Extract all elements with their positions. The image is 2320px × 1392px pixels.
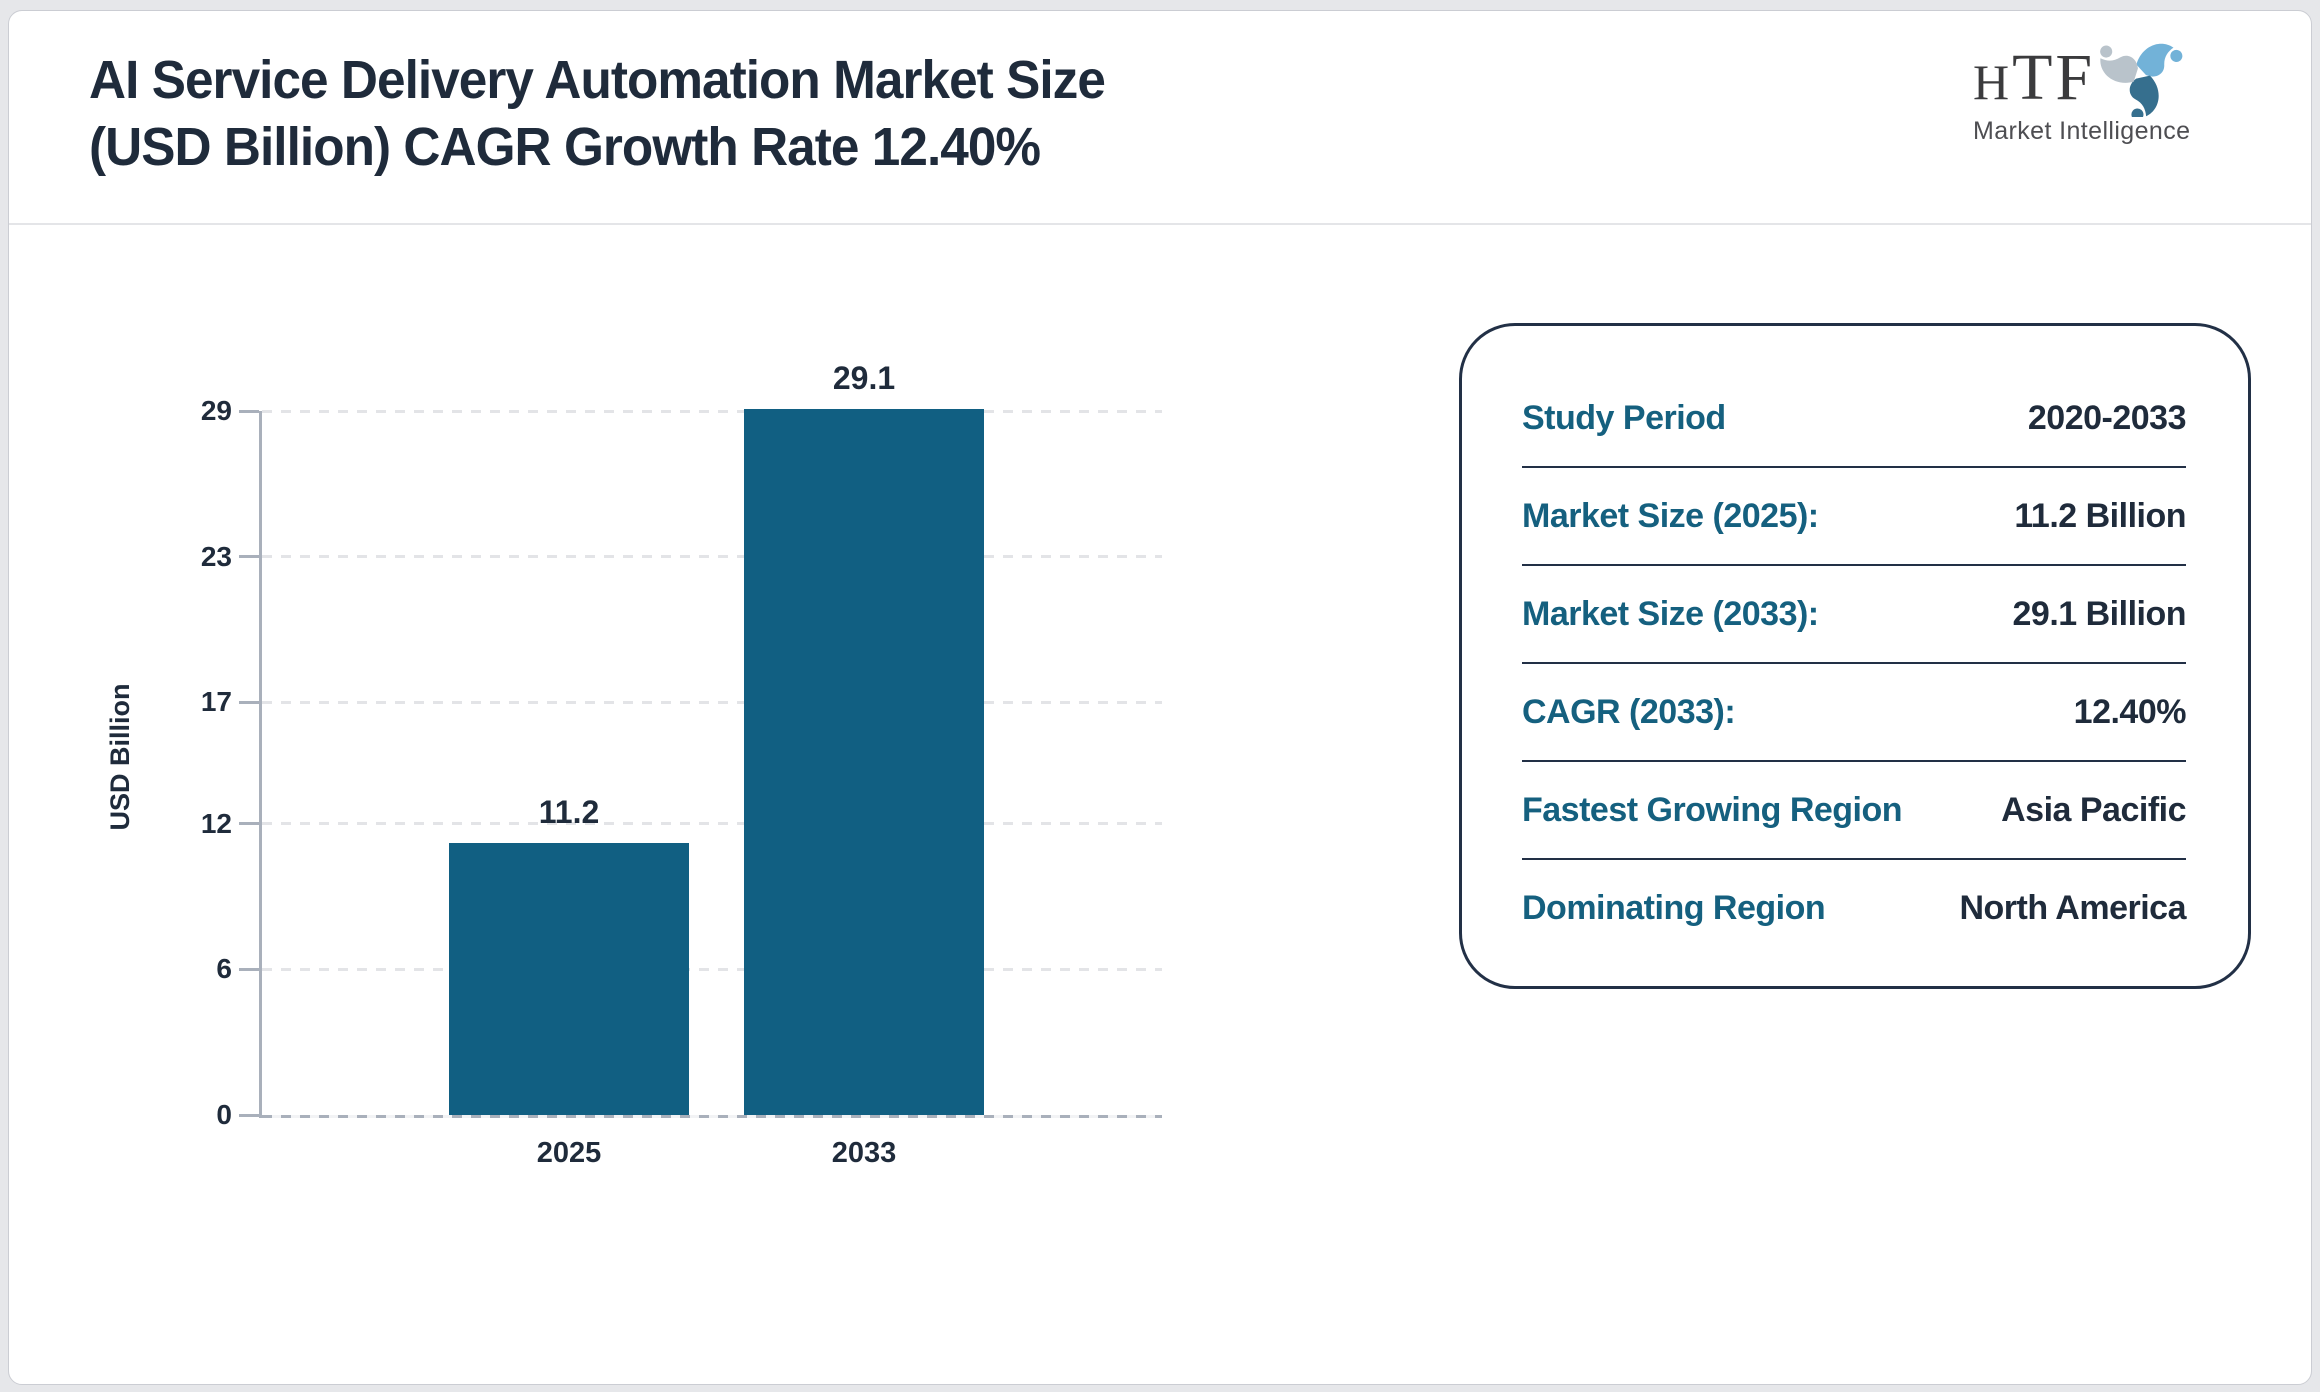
htf-logo: HTF [1973, 39, 2233, 146]
y-tick-mark-29 [239, 409, 259, 413]
y-tick-mark-17 [239, 700, 259, 704]
stat-label: Market Size (2033): [1522, 594, 1819, 633]
stat-row-market-size-2033: Market Size (2033): 29.1 Billion [1522, 566, 2186, 664]
stat-row-dominating-region: Dominating Region North America [1522, 860, 2186, 956]
y-tick-mark-6 [239, 967, 259, 971]
plot-area: 0 6 12 17 23 29 11.2 2025 29.1 2033 [201, 360, 1162, 1169]
htf-logo-text-tf: TF [2012, 41, 2096, 114]
htf-logo-text-h: H [1973, 54, 2013, 110]
bar-value-label-2033: 29.1 [832, 359, 896, 396]
report-card: AI Service Delivery Automation Market Si… [8, 10, 2312, 1385]
y-tick-mark-0 [239, 1113, 259, 1117]
y-tick-label-29: 29 [200, 395, 232, 426]
stat-row-study-period: Study Period 2020-2033 [1522, 370, 2187, 468]
gridline-y-6 [262, 967, 1162, 971]
x-tick-label-2033: 2033 [831, 1137, 897, 1169]
stat-value: 12.40% [2073, 692, 2187, 731]
stat-row-fastest-growing-region: Fastest Growing Region Asia Pacific [1522, 762, 2186, 860]
stat-row-cagr: CAGR (2033): 12.40% [1522, 664, 2187, 762]
page-title: AI Service Delivery Automation Market Si… [89, 47, 1106, 181]
bar-2025 [449, 843, 689, 1115]
stat-label: Fastest Growing Region [1522, 790, 1903, 829]
stat-label: Market Size (2025): [1522, 496, 1819, 535]
x-tick-label-2025: 2025 [536, 1137, 602, 1169]
y-tick-mark-23 [239, 555, 259, 559]
y-tick-label-12: 12 [200, 807, 232, 839]
htf-logo-text: HTF [1973, 45, 2095, 111]
stat-value: 2020-2033 [2027, 398, 2187, 437]
stat-value: 11.2 Billion [2014, 496, 2186, 535]
bar-value-label-2025: 11.2 [538, 794, 600, 831]
key-stats-panel: Study Period 2020-2033 Market Size (2025… [1459, 323, 2251, 989]
stat-label: Study Period [1522, 398, 1726, 437]
gridline-y-23 [262, 555, 1162, 559]
stat-value: Asia Pacific [2001, 790, 2186, 829]
y-tick-label-6: 6 [216, 953, 232, 985]
stat-row-market-size-2025: Market Size (2025): 11.2 Billion [1522, 468, 2186, 566]
htf-logo-subtext: Market Intelligence [1973, 117, 2191, 145]
y-tick-label-17: 17 [200, 686, 232, 718]
y-tick-label-23: 23 [200, 540, 232, 572]
stat-label: Dominating Region [1522, 888, 1826, 927]
gridline-y-29 [262, 409, 1162, 413]
gridline-y-12 [262, 822, 1162, 826]
htf-logo-row: HTF [1973, 39, 2233, 117]
page-title-line1: AI Service Delivery Automation Market Si… [89, 50, 1106, 110]
y-axis-title-text: USD Billion [105, 683, 135, 831]
bar-2033 [744, 408, 984, 1115]
y-tick-mark-12 [239, 822, 259, 826]
header: AI Service Delivery Automation Market Si… [9, 11, 2311, 225]
stat-value: North America [1959, 888, 2186, 927]
stat-label: CAGR (2033): [1522, 692, 1736, 731]
page-title-line2: (USD Billion) CAGR Growth Rate 12.40% [89, 117, 1041, 177]
y-tick-label-0: 0 [216, 1099, 232, 1130]
stat-value: 29.1 Billion [2012, 594, 2187, 633]
htf-swirl-icon [2100, 43, 2183, 117]
x-axis-baseline-dashes [262, 1115, 1162, 1118]
gridline-y-17 [262, 700, 1162, 704]
